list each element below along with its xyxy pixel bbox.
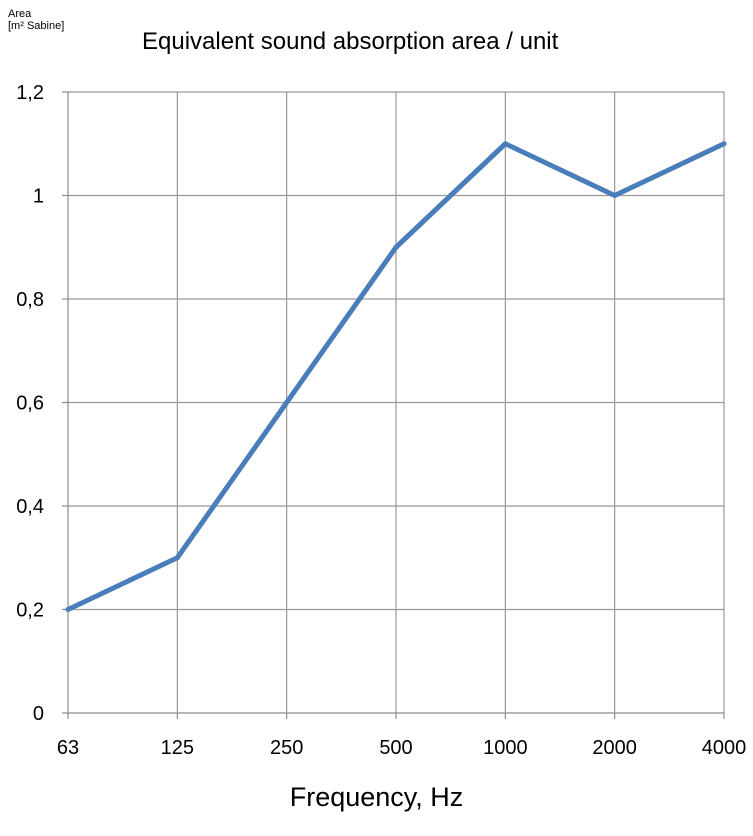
data-point-500 [393,244,399,250]
x-axis-label: Frequency, Hz [289,782,464,812]
y-axis-label-line-2: [m² Sabine] [8,20,65,32]
data-point-2000 [612,193,618,198]
y-tick-label: 1,2 [16,82,44,104]
x-tick-label: 1000 [483,737,528,759]
y-tick-label: 0,4 [16,496,44,518]
data-point-1000 [502,141,508,147]
x-tick-label: 250 [270,737,303,759]
x-tick-label: 125 [161,737,194,759]
y-tick-label: 0,6 [16,393,44,415]
y-tick-label: 1 [33,186,44,208]
data-point-63 [65,607,71,612]
y-axis-label-line-1: Area [8,8,32,20]
x-tick-label: 63 [57,737,79,759]
data-point-4000 [721,141,727,147]
y-tick-label: 0,2 [16,600,44,622]
x-tick-label: 4000 [702,737,747,759]
data-point-250 [284,400,290,405]
y-tick-label: 0,8 [16,289,44,311]
y-tick-label: 0 [33,703,44,725]
chart-title: Equivalent sound absorption area / unit [142,28,559,55]
x-tick-label: 2000 [592,737,637,759]
data-point-125 [174,555,180,561]
x-tick-label: 500 [379,737,412,759]
